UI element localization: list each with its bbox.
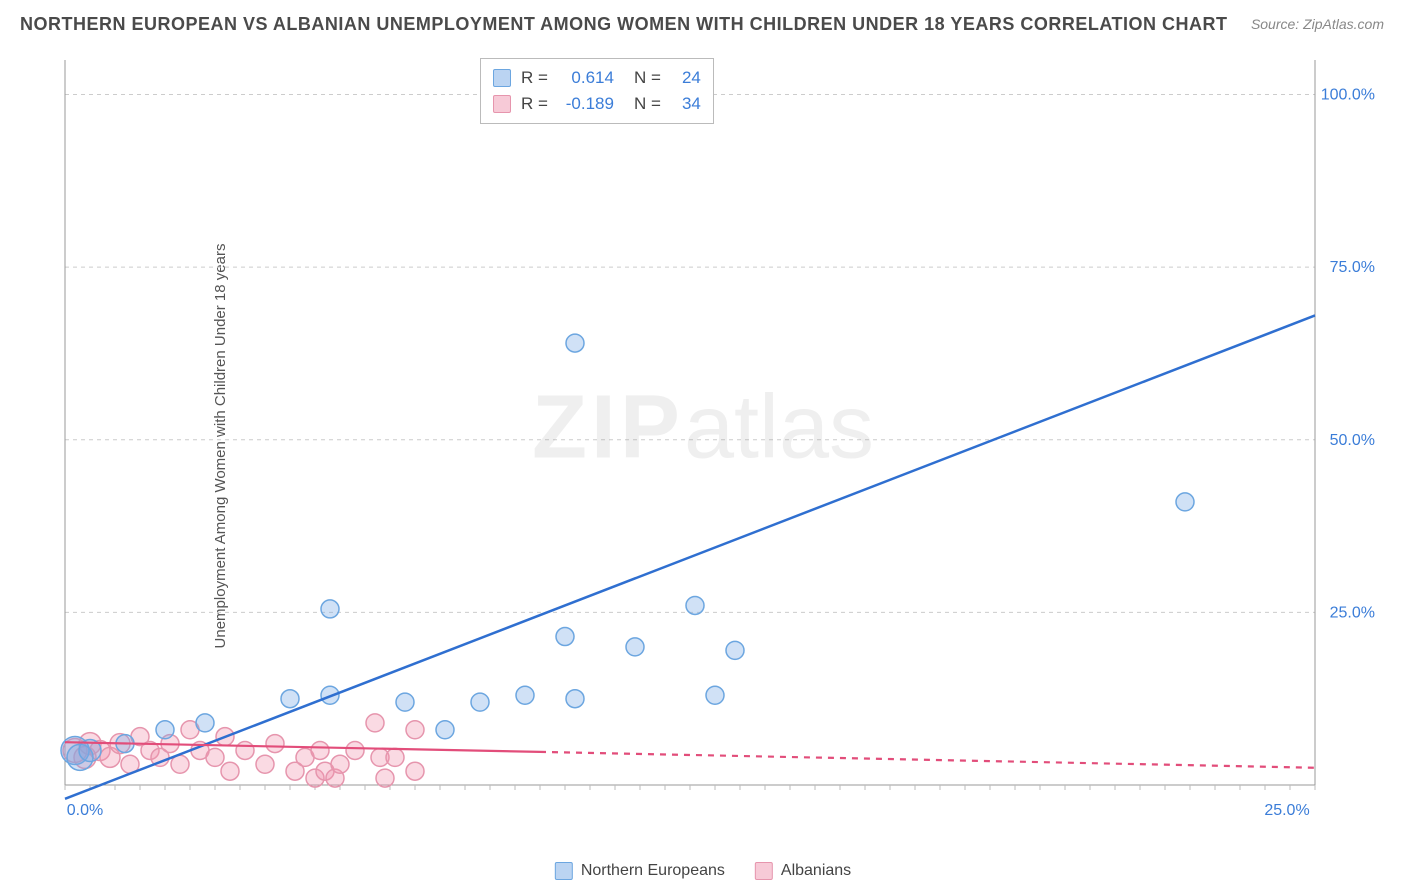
data-point — [516, 686, 534, 704]
legend-label: Northern Europeans — [581, 862, 725, 879]
n-value: 34 — [671, 91, 701, 117]
data-point — [256, 755, 274, 773]
data-point — [266, 735, 284, 753]
data-point — [331, 755, 349, 773]
n-value: 24 — [671, 65, 701, 91]
legend-label: Albanians — [781, 862, 851, 879]
legend-bottom: Northern Europeans Albanians — [555, 862, 851, 880]
data-point — [1176, 493, 1194, 511]
r-value: -0.189 — [558, 91, 614, 117]
data-point — [471, 693, 489, 711]
x-tick-label: 25.0% — [1264, 802, 1309, 819]
stats-row: R = 0.614 N = 24 — [493, 65, 701, 91]
chart-svg: 25.0% 50.0% 75.0% 100.0% 0.0% 25.0% — [55, 55, 1385, 835]
regression-line — [65, 315, 1315, 798]
data-point — [221, 762, 239, 780]
data-point — [626, 638, 644, 656]
data-point — [311, 741, 329, 759]
chart-title: NORTHERN EUROPEAN VS ALBANIAN UNEMPLOYME… — [20, 14, 1228, 35]
data-point — [396, 693, 414, 711]
data-point — [566, 334, 584, 352]
r-label: R = — [521, 91, 548, 117]
data-point — [386, 748, 404, 766]
legend-swatch — [755, 862, 773, 880]
chart-plot-area: 25.0% 50.0% 75.0% 100.0% 0.0% 25.0% — [55, 55, 1385, 835]
data-point — [366, 714, 384, 732]
n-label: N = — [634, 65, 661, 91]
stats-row: R = -0.189 N = 34 — [493, 91, 701, 117]
stats-legend-box: R = 0.614 N = 24 R = -0.189 N = 34 — [480, 58, 714, 124]
legend-item: Northern Europeans — [555, 862, 725, 880]
data-point — [566, 690, 584, 708]
data-point — [236, 741, 254, 759]
stats-swatch — [493, 69, 511, 87]
data-point — [196, 714, 214, 732]
data-point — [556, 628, 574, 646]
data-point — [376, 769, 394, 787]
y-tick-label: 50.0% — [1330, 432, 1375, 449]
n-label: N = — [634, 91, 661, 117]
data-point — [436, 721, 454, 739]
data-point — [281, 690, 299, 708]
stats-swatch — [493, 95, 511, 113]
legend-swatch — [555, 862, 573, 880]
r-value: 0.614 — [558, 65, 614, 91]
data-point — [726, 641, 744, 659]
y-tick-label: 25.0% — [1330, 604, 1375, 621]
source-label: Source: ZipAtlas.com — [1251, 16, 1384, 32]
data-point — [406, 762, 424, 780]
data-point — [686, 596, 704, 614]
r-label: R = — [521, 65, 548, 91]
x-tick-label: 0.0% — [67, 802, 103, 819]
data-point — [346, 741, 364, 759]
y-tick-label: 75.0% — [1330, 259, 1375, 276]
data-point — [706, 686, 724, 704]
legend-item: Albanians — [755, 862, 851, 880]
data-point — [206, 748, 224, 766]
data-point — [156, 721, 174, 739]
regression-line-dashed — [540, 752, 1315, 768]
data-point — [321, 600, 339, 618]
data-point — [406, 721, 424, 739]
y-tick-label: 100.0% — [1321, 87, 1375, 104]
